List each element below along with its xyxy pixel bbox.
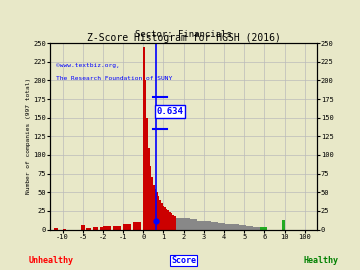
Bar xyxy=(225,224,232,230)
Bar xyxy=(246,226,253,230)
Bar xyxy=(239,225,246,230)
Bar xyxy=(167,210,169,230)
Bar xyxy=(93,227,98,230)
Bar xyxy=(158,196,159,229)
Bar xyxy=(166,209,167,230)
Bar xyxy=(133,222,141,230)
Bar xyxy=(172,215,174,230)
Text: 0.634: 0.634 xyxy=(157,107,183,116)
Bar xyxy=(163,206,164,230)
Bar xyxy=(190,219,197,230)
Text: Score: Score xyxy=(171,256,196,265)
Bar xyxy=(176,218,183,230)
Bar xyxy=(204,221,211,229)
Bar xyxy=(86,228,91,230)
Bar xyxy=(123,224,131,230)
Bar xyxy=(151,177,153,230)
Bar xyxy=(153,185,154,230)
Bar xyxy=(197,221,204,229)
Bar xyxy=(147,118,148,230)
Title: Z-Score Histogram for HGSH (2016): Z-Score Histogram for HGSH (2016) xyxy=(87,33,280,43)
Y-axis label: Number of companies (997 total): Number of companies (997 total) xyxy=(26,78,31,194)
Bar xyxy=(103,226,111,230)
Bar xyxy=(253,227,260,230)
Text: The Research Foundation of SUNY: The Research Foundation of SUNY xyxy=(56,76,172,82)
Text: ©www.textbiz.org,: ©www.textbiz.org, xyxy=(56,63,120,68)
Bar xyxy=(156,192,158,230)
Bar xyxy=(99,227,109,230)
Bar xyxy=(54,228,58,230)
Bar xyxy=(159,200,161,230)
Bar xyxy=(265,227,267,230)
Bar xyxy=(143,47,145,229)
Bar xyxy=(145,80,147,230)
Text: Unhealthy: Unhealthy xyxy=(29,256,74,265)
Bar xyxy=(282,220,284,229)
Bar xyxy=(171,213,172,230)
Bar xyxy=(154,188,156,230)
Bar xyxy=(148,147,150,230)
Bar xyxy=(211,222,218,230)
Bar xyxy=(174,216,176,229)
Text: Healthy: Healthy xyxy=(303,256,338,265)
Bar xyxy=(63,229,66,230)
Bar xyxy=(260,227,265,230)
Bar xyxy=(218,223,225,230)
Bar xyxy=(81,225,85,230)
Bar xyxy=(161,203,163,230)
Bar xyxy=(232,224,239,229)
Bar xyxy=(169,212,171,230)
Bar xyxy=(150,166,151,230)
Bar xyxy=(164,207,166,230)
Bar xyxy=(183,218,190,230)
Text: Sector: Financials: Sector: Financials xyxy=(135,29,232,39)
Bar xyxy=(113,226,121,230)
